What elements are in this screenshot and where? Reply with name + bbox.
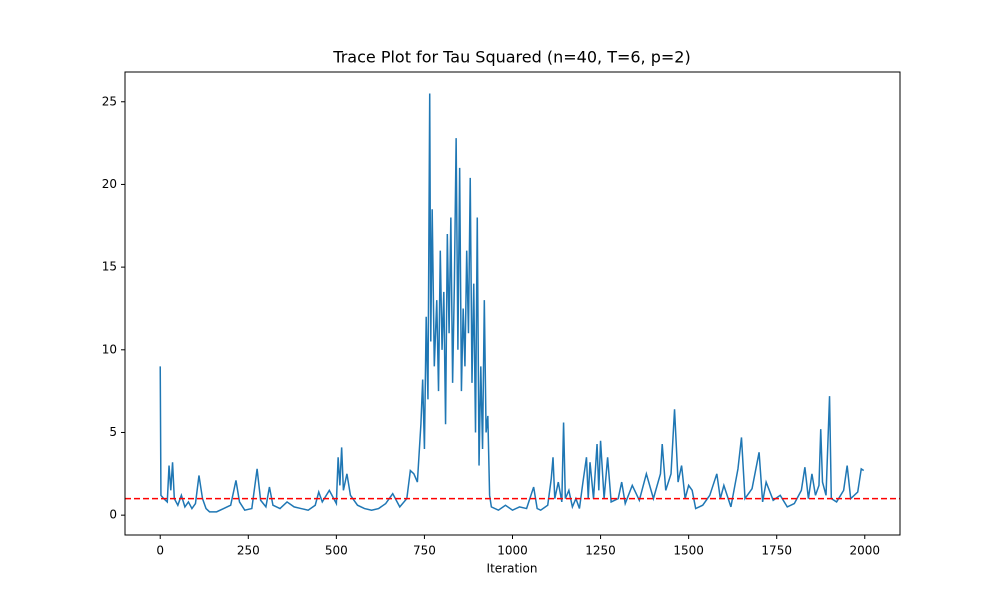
- x-axis-label: Iteration: [487, 562, 538, 576]
- x-tick-label: 1500: [673, 544, 704, 558]
- y-tick-label: 25: [102, 94, 117, 108]
- y-tick-label: 0: [109, 508, 117, 522]
- x-tick-label: 0: [156, 544, 164, 558]
- x-tick-label: 1250: [585, 544, 616, 558]
- x-tick-label: 2000: [849, 544, 880, 558]
- x-tick-label: 250: [237, 544, 260, 558]
- x-tick-label: 750: [413, 544, 436, 558]
- trace-line: [159, 93, 865, 513]
- y-tick-label: 10: [102, 342, 117, 356]
- x-tick-label: 500: [325, 544, 348, 558]
- x-tick-label: 1750: [761, 544, 792, 558]
- y-tick-label: 15: [102, 260, 117, 274]
- x-tick-label: 1000: [497, 544, 528, 558]
- y-tick-label: 5: [109, 425, 117, 439]
- y-tick-label: 20: [102, 177, 117, 191]
- plot-frame: [124, 71, 901, 536]
- chart-title: Trace Plot for Tau Squared (n=40, T=6, p…: [332, 48, 690, 67]
